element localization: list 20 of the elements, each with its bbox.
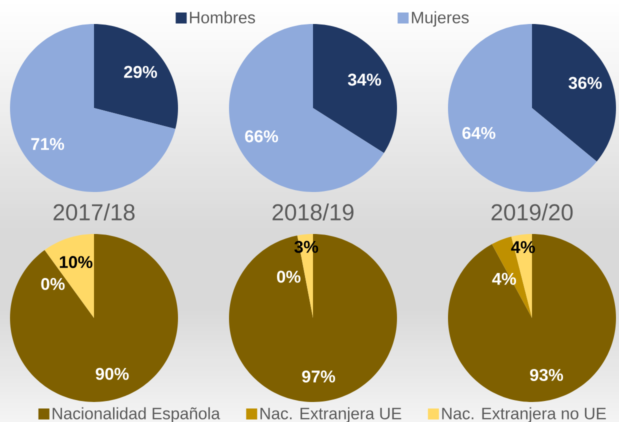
data-label: 29%: [124, 66, 158, 78]
data-label: 90%: [96, 368, 129, 380]
chart-title: 2019/20: [492, 204, 573, 220]
legend-label: Hombres: [190, 11, 256, 24]
data-label: 10%: [60, 256, 92, 268]
data-label: 36%: [568, 76, 602, 89]
data-label: 71%: [31, 138, 64, 150]
data-label: 3%: [294, 240, 318, 253]
data-label: 64%: [462, 127, 496, 140]
data-label: 4%: [511, 241, 535, 254]
data-label: 97%: [302, 370, 336, 383]
text: 0%: [41, 278, 65, 290]
data-label: 93%: [530, 368, 564, 381]
data-label: 66%: [245, 130, 278, 142]
legend-label: Mujeres: [412, 11, 469, 27]
chart-title: 2018/19: [272, 204, 354, 220]
data-label: 34%: [348, 74, 382, 86]
chart-title: 2017/18: [54, 204, 135, 220]
data-label: 4%: [492, 272, 516, 285]
text: 0%: [277, 270, 300, 283]
